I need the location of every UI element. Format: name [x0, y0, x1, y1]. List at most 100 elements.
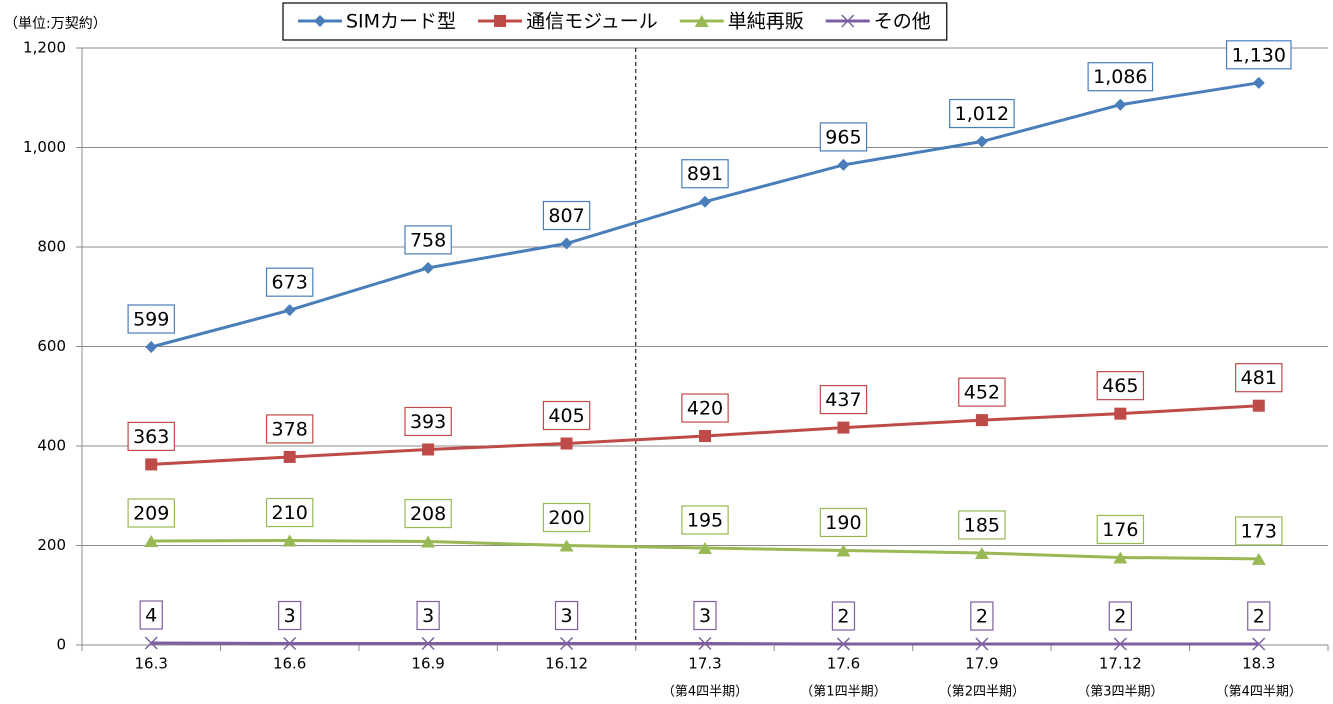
value-label-box — [127, 498, 175, 528]
value-label-box — [542, 400, 591, 431]
x-tick-sublabel: （第2四半期） — [939, 685, 1025, 700]
value-label-box — [404, 225, 452, 255]
value-label-box — [681, 159, 729, 189]
marker — [694, 15, 709, 27]
value-label-box — [1087, 62, 1154, 92]
value-label-box — [819, 507, 868, 538]
value-label: 3 — [284, 605, 296, 627]
marker — [421, 535, 436, 548]
value-label: 176 — [1102, 519, 1138, 541]
y-tick-label: 800 — [37, 238, 66, 256]
marker — [699, 195, 711, 208]
value-label-box — [127, 421, 175, 452]
x-tick-sublabel: （第4四半期） — [662, 685, 748, 700]
value-label: 363 — [133, 426, 169, 448]
value-label-box — [1096, 371, 1145, 401]
value-label-box — [693, 600, 717, 631]
value-label: 185 — [964, 514, 1000, 536]
value-label-box — [127, 304, 175, 334]
value-label: 3 — [561, 605, 573, 627]
value-label-box — [139, 600, 163, 630]
value-label: 2 — [1114, 606, 1126, 628]
value-label: 758 — [410, 229, 446, 251]
value-label: 3 — [422, 605, 434, 627]
value-label-box — [819, 122, 868, 152]
value-label-box — [970, 601, 994, 631]
value-label-box — [958, 377, 1006, 407]
y-tick-label: 600 — [37, 337, 66, 355]
x-tick-label: 18.3 — [1242, 655, 1275, 673]
x-tick-sublabel: （第3四半期） — [1077, 685, 1163, 700]
value-label: 2 — [976, 606, 988, 628]
value-label: 4 — [145, 605, 157, 627]
value-label-box — [831, 601, 856, 631]
y-axis-label: （単位:万契約） — [4, 16, 107, 32]
value-label: 452 — [964, 382, 1000, 404]
value-label-box — [681, 393, 729, 423]
marker — [698, 636, 712, 651]
marker — [975, 135, 988, 148]
value-label: 465 — [1102, 375, 1138, 397]
marker — [559, 539, 574, 552]
x-tick-sublabel: （第1四半期） — [800, 685, 886, 700]
x-tick-label: 16.9 — [411, 655, 444, 673]
marker — [1252, 76, 1265, 89]
marker — [836, 637, 850, 651]
value-label: 210 — [272, 502, 308, 524]
marker — [1113, 637, 1127, 651]
marker — [144, 535, 159, 548]
value-label-box — [1225, 40, 1292, 70]
value-label-box — [1235, 363, 1283, 393]
marker — [975, 414, 988, 427]
legend-label: SIMカード型 — [346, 11, 456, 33]
value-label-box — [819, 384, 868, 415]
y-tick-label: 1,200 — [23, 39, 66, 57]
value-label: 891 — [687, 163, 723, 185]
value-label: 1,012 — [955, 103, 1009, 125]
value-label: 1,086 — [1093, 66, 1147, 88]
marker — [421, 636, 435, 651]
marker — [1113, 551, 1128, 564]
x-tick-sublabel: （第4四半期） — [1216, 685, 1302, 700]
x-tick-label: 16.6 — [273, 655, 306, 673]
marker — [560, 437, 573, 450]
marker — [560, 237, 573, 250]
marker — [144, 636, 158, 650]
marker — [494, 15, 507, 27]
marker — [283, 450, 296, 463]
marker — [698, 541, 712, 554]
value-label: 1,130 — [1232, 44, 1286, 66]
marker — [1251, 552, 1266, 565]
marker — [145, 458, 158, 471]
x-tick-label: 17.9 — [965, 655, 998, 673]
series-line — [150, 81, 1260, 349]
y-tick-label: 0 — [56, 636, 66, 654]
value-label: 200 — [548, 507, 584, 529]
marker — [1252, 637, 1266, 651]
value-label: 673 — [272, 272, 308, 294]
value-label-box — [681, 505, 729, 535]
marker — [837, 158, 850, 171]
value-label: 405 — [548, 405, 584, 427]
value-label: 420 — [687, 398, 723, 420]
value-label-box — [416, 600, 440, 631]
value-label: 393 — [410, 411, 446, 433]
legend-label: 通信モジュール — [526, 11, 658, 33]
x-tick-label: 17.12 — [1099, 655, 1142, 673]
value-label-box — [404, 406, 452, 437]
value-label: 190 — [825, 512, 861, 534]
marker — [699, 430, 711, 443]
marker — [422, 443, 435, 456]
value-label: 209 — [133, 503, 169, 525]
value-label: 3 — [699, 605, 711, 627]
value-label: 437 — [825, 389, 861, 411]
value-label-box — [554, 600, 579, 631]
value-label: 2 — [837, 606, 849, 628]
marker — [974, 546, 989, 559]
value-label-box — [949, 98, 1015, 129]
value-label-box — [1247, 601, 1271, 631]
legend-label: その他 — [874, 11, 931, 33]
value-label-box — [542, 502, 591, 533]
x-tick-label: 16.3 — [135, 655, 168, 673]
